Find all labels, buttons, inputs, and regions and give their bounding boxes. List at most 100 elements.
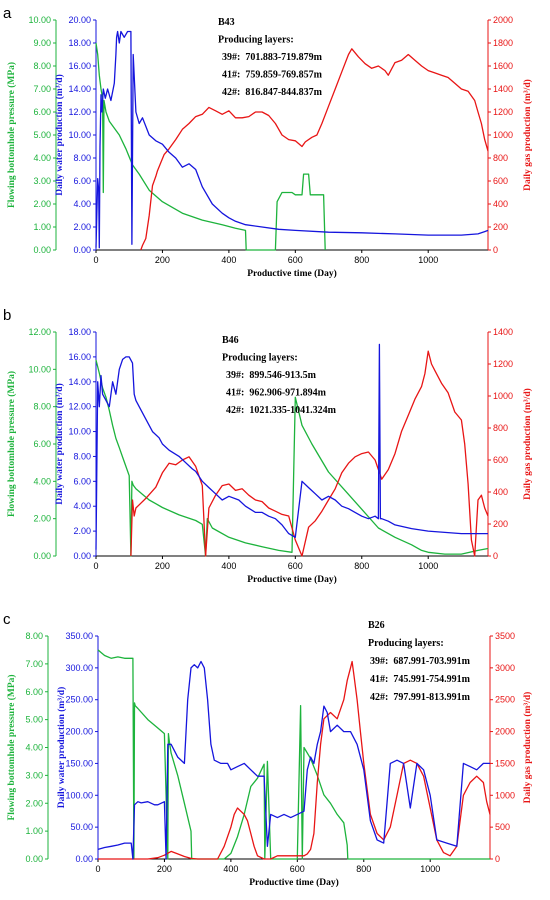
gas-series-line [98, 660, 491, 860]
producing-layer-item: 41#: 745.991-754.991m [370, 674, 471, 685]
pressure-tick-label: 6.00 [33, 439, 51, 449]
pressure-axis-title: Flowing bottomhole pressure (MPa) [6, 62, 17, 208]
x-tick-label: 600 [290, 864, 305, 874]
x-tick-label: 0 [93, 561, 98, 571]
x-tick-label: 400 [221, 561, 236, 571]
water-tick-label: 14.00 [68, 84, 91, 94]
gas-tick-label: 200 [493, 222, 508, 232]
well-name: B46 [222, 335, 239, 346]
gas-tick-label: 1800 [493, 38, 513, 48]
water-tick-label: 16.00 [68, 352, 91, 362]
water-tick-label: 0.00 [73, 551, 91, 561]
x-tick-label: 800 [354, 561, 369, 571]
well-name: B26 [368, 620, 385, 631]
gas-tick-label: 1200 [493, 359, 513, 369]
gas-tick-label: 800 [493, 423, 508, 433]
gas-tick-label: 1600 [493, 61, 513, 71]
gas-tick-label: 500 [495, 822, 510, 832]
x-tick-label: 1000 [418, 561, 438, 571]
pressure-series-line [95, 42, 326, 251]
water-tick-label: 6.00 [73, 476, 91, 486]
water-tick-label: 14.00 [68, 377, 91, 387]
water-tick-label: 12.00 [68, 402, 91, 412]
water-tick-label: 200.00 [65, 727, 93, 737]
water-series-line [95, 30, 489, 249]
gas-tick-label: 1500 [495, 758, 515, 768]
gas-tick-label: 2000 [495, 727, 515, 737]
producing-layer-item: 42#: 1021.335-1041.324m [226, 405, 337, 416]
panel-label: c [3, 611, 11, 628]
x-tick-label: 0 [95, 864, 100, 874]
gas-axis-title: Daily gas production (m³/d) [522, 388, 533, 500]
water-tick-label: 150.00 [65, 758, 93, 768]
gas-tick-label: 1000 [493, 391, 513, 401]
chart-panel-a: a 0 200 400 600 800 1000 0.00 1.00 2.00 3.00 4.00 5.… [3, 5, 533, 279]
gas-tick-label: 1000 [493, 130, 513, 140]
gas-axis-title: Daily gas production (m³/d) [522, 692, 533, 804]
water-tick-label: 20.00 [68, 15, 91, 25]
water-tick-label: 350.00 [65, 631, 93, 641]
gas-tick-label: 1400 [493, 84, 513, 94]
water-tick-label: 16.00 [68, 61, 91, 71]
pressure-tick-label: 6.00 [25, 687, 43, 697]
pressure-tick-label: 4.00 [33, 153, 51, 163]
water-tick-label: 100.00 [65, 790, 93, 800]
producing-layer-item: 41#: 759.859-769.857m [222, 70, 323, 81]
pressure-tick-label: 7.00 [25, 659, 43, 669]
water-tick-label: 4.00 [73, 501, 91, 511]
water-tick-label: 2.00 [73, 526, 91, 536]
gas-series-line [140, 48, 489, 251]
pressure-tick-label: 8.00 [33, 402, 51, 412]
gas-tick-label: 1000 [495, 790, 515, 800]
producing-layers-title: Producing layers: [368, 638, 444, 649]
water-tick-label: 50.00 [70, 822, 93, 832]
water-tick-label: 2.00 [73, 222, 91, 232]
water-tick-label: 300.00 [65, 663, 93, 673]
pressure-tick-label: 5.00 [33, 130, 51, 140]
gas-series-line [130, 350, 489, 557]
gas-tick-label: 400 [493, 199, 508, 209]
x-tick-label: 600 [288, 561, 303, 571]
pressure-tick-label: 6.00 [33, 107, 51, 117]
x-tick-label: 1000 [420, 864, 440, 874]
water-tick-label: 0.00 [75, 854, 93, 864]
x-tick-label: 200 [155, 255, 170, 265]
pressure-tick-label: 4.00 [25, 743, 43, 753]
water-tick-label: 18.00 [68, 327, 91, 337]
pressure-tick-label: 12.00 [28, 327, 51, 337]
x-tick-label: 600 [288, 255, 303, 265]
pressure-tick-label: 2.00 [33, 514, 51, 524]
water-tick-label: 6.00 [73, 176, 91, 186]
pressure-tick-label: 7.00 [33, 84, 51, 94]
water-tick-label: 8.00 [73, 153, 91, 163]
water-tick-label: 10.00 [68, 130, 91, 140]
x-tick-label: 800 [356, 864, 371, 874]
water-tick-label: 8.00 [73, 451, 91, 461]
water-tick-label: 4.00 [73, 199, 91, 209]
pressure-tick-label: 8.00 [25, 631, 43, 641]
gas-axis-title: Daily gas production (m³/d) [522, 79, 533, 191]
pressure-tick-label: 4.00 [33, 476, 51, 486]
gas-tick-label: 800 [493, 153, 508, 163]
pressure-tick-label: 0.00 [25, 854, 43, 864]
pressure-tick-label: 1.00 [33, 222, 51, 232]
gas-tick-label: 400 [493, 487, 508, 497]
producing-layer-item: 39#: 687.991-703.991m [370, 656, 471, 667]
pressure-axis-title: Flowing bottomhole pressure (MPa) [6, 371, 17, 517]
water-tick-label: 0.00 [73, 245, 91, 255]
water-tick-label: 12.00 [68, 107, 91, 117]
panel-label: b [3, 307, 11, 324]
x-tick-label: 400 [221, 255, 236, 265]
gas-tick-label: 200 [493, 519, 508, 529]
gas-tick-label: 0 [495, 854, 500, 864]
producing-layers-title: Producing layers: [222, 353, 298, 364]
water-series-line [97, 660, 490, 860]
gas-tick-label: 600 [493, 176, 508, 186]
gas-tick-label: 3000 [495, 663, 515, 673]
pressure-tick-label: 5.00 [25, 715, 43, 725]
producing-layers-title: Producing layers: [218, 35, 294, 46]
chart-panel-c: c 0 200 400 600 800 1000 0.00 1.00 2.00 3.00 4.00 5.… [3, 611, 533, 888]
water-tick-label: 18.00 [68, 38, 91, 48]
water-axis-title: Daily water production (m³/d) [54, 74, 65, 196]
gas-tick-label: 2500 [495, 695, 515, 705]
